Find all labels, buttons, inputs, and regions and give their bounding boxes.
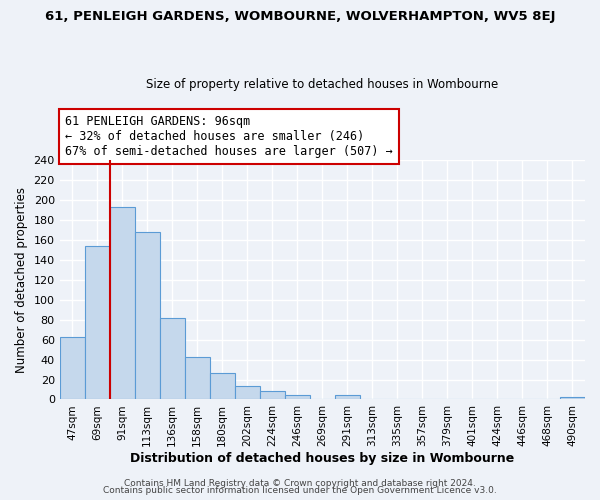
Bar: [185, 356, 210, 400]
Bar: [260, 392, 285, 400]
Text: 61 PENLEIGH GARDENS: 96sqm
← 32% of detached houses are smaller (246)
67% of sem: 61 PENLEIGH GARDENS: 96sqm ← 32% of deta…: [65, 115, 392, 158]
Text: 61, PENLEIGH GARDENS, WOMBOURNE, WOLVERHAMPTON, WV5 8EJ: 61, PENLEIGH GARDENS, WOMBOURNE, WOLVERH…: [45, 10, 555, 23]
X-axis label: Distribution of detached houses by size in Wombourne: Distribution of detached houses by size …: [130, 452, 514, 465]
Text: Contains HM Land Registry data © Crown copyright and database right 2024.: Contains HM Land Registry data © Crown c…: [124, 478, 476, 488]
Bar: [59, 336, 85, 400]
Bar: [110, 207, 135, 400]
Y-axis label: Number of detached properties: Number of detached properties: [15, 187, 28, 373]
Bar: [135, 232, 160, 400]
Text: Contains public sector information licensed under the Open Government Licence v3: Contains public sector information licen…: [103, 486, 497, 495]
Bar: [235, 386, 260, 400]
Bar: [285, 396, 310, 400]
Bar: [210, 372, 235, 400]
Bar: [160, 318, 185, 400]
Bar: [335, 396, 360, 400]
Bar: [560, 398, 585, 400]
Bar: [85, 246, 110, 400]
Title: Size of property relative to detached houses in Wombourne: Size of property relative to detached ho…: [146, 78, 499, 91]
